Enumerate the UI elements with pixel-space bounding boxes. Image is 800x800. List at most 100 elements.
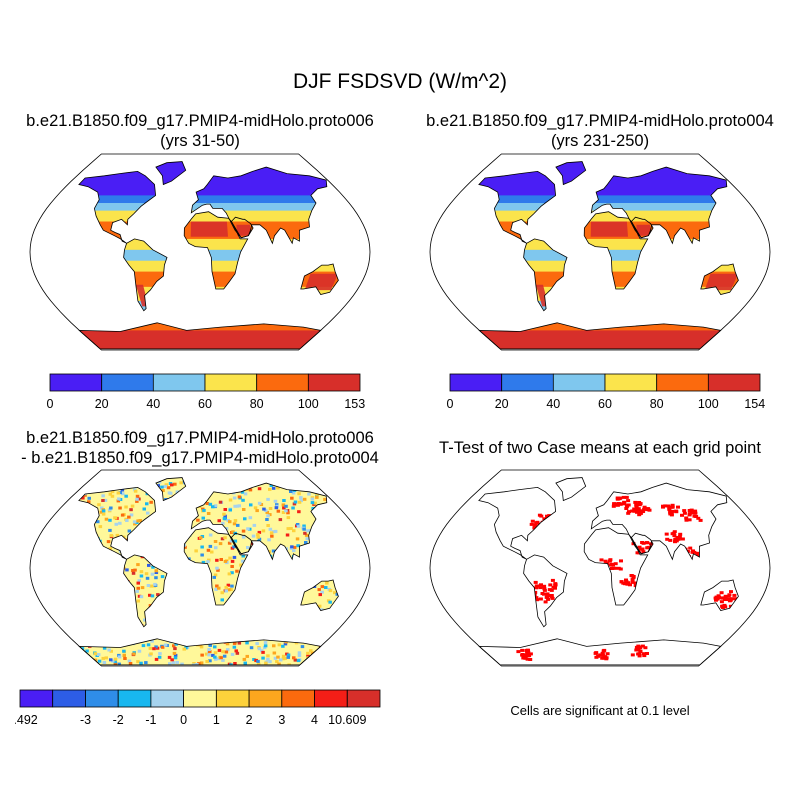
coastline-arabia	[230, 532, 254, 555]
coastline-arabia	[630, 216, 654, 239]
coastline-arabia	[630, 532, 654, 555]
colorbar-tick-label: 0	[47, 397, 54, 411]
zone-band	[78, 161, 339, 196]
coastline-africa	[583, 527, 649, 606]
colorbar-swatch	[52, 689, 86, 708]
coastline-eurasia	[590, 166, 728, 245]
colorbar-swatch	[552, 373, 606, 392]
coastline-antarctica	[478, 322, 722, 350]
coastline-antarctica	[78, 322, 322, 350]
zone-band	[78, 195, 339, 204]
colorbar-swatch	[281, 689, 315, 708]
zone-band	[78, 210, 339, 223]
panel-3-title: b.e21.B1850.f09_g17.PMIP4-midHolo.proto0…	[10, 428, 390, 468]
colorbar-swatch	[346, 689, 381, 708]
colorbar-swatch	[501, 373, 554, 392]
panel-3-title-line2: - b.e21.B1850.f09_g17.PMIP4-midHolo.prot…	[21, 449, 379, 467]
colorbar-swatch	[183, 689, 217, 708]
coastline-samerica	[123, 554, 168, 628]
colorbar-tick-label: 80	[250, 397, 264, 411]
panel-3-colorbar: -9.492 -3 -2 -1 0 1 2 3 4 10.609	[15, 689, 381, 727]
globe-outline	[429, 153, 771, 351]
coastline-australia	[300, 579, 339, 611]
colorbar-tick-label: 153.4	[344, 397, 365, 411]
colorbar-tick-label: -3	[80, 713, 91, 727]
coastline-eurasia	[190, 482, 328, 561]
coastline-antarctica	[478, 638, 722, 666]
colorbar-swatch	[707, 373, 761, 392]
coastline-namerica	[78, 486, 157, 560]
panel-2-title-line2: (yrs 231-250)	[550, 132, 650, 150]
colorbar-tick-label: 1	[213, 713, 220, 727]
map-fill	[78, 477, 339, 665]
colorbar-tick-label: 100	[698, 397, 719, 411]
zone-accent	[590, 221, 628, 237]
colorbar-tick-label: 40	[146, 397, 160, 411]
colorbar-swatch	[449, 373, 503, 392]
colorbar-tick-label: 20	[495, 397, 509, 411]
colorbar-swatch	[101, 373, 154, 392]
colorbar-tick-label: 40	[546, 397, 560, 411]
panel-2-title-line1: b.e21.B1850.f09_g17.PMIP4-midHolo.proto0…	[426, 112, 774, 130]
coastline-namerica	[478, 170, 557, 244]
zone-accent	[304, 273, 339, 291]
zone-band	[478, 195, 739, 204]
coastline-australia	[300, 263, 339, 295]
colorbar-swatch	[307, 373, 361, 392]
colorbar-tick-label: 20	[95, 397, 109, 411]
colorbar-swatch	[248, 689, 283, 708]
colorbar-tick-label: -1	[145, 713, 156, 727]
zone-band	[478, 330, 739, 349]
colorbar-tick-label: 100	[298, 397, 319, 411]
zone-accent	[190, 221, 228, 237]
zone-band	[478, 210, 739, 223]
panel-2-colorbar: 0 20 40 60 80 100 154.2	[447, 373, 765, 411]
colorbar-tick-label: -2	[113, 713, 124, 727]
panel-1-title: b.e21.B1850.f09_g17.PMIP4-midHolo.proto0…	[10, 111, 390, 151]
panel-4-title: T-Test of two Case means at each grid po…	[410, 438, 790, 458]
figure-title: DJF FSDSVD (W/m^2)	[292, 70, 507, 93]
panel-3-title-line1: b.e21.B1850.f09_g17.PMIP4-midHolo.proto0…	[26, 429, 374, 447]
colorbar-tick-label: 80	[650, 397, 664, 411]
zone-band	[478, 301, 739, 318]
coastline-greenland	[555, 161, 587, 186]
colorbar-swatch	[215, 689, 250, 708]
colorbar-tick-label: 60	[198, 397, 212, 411]
globe-outline	[29, 469, 371, 667]
zone-band	[478, 238, 739, 251]
colorbar-tick-label: 0	[180, 713, 187, 727]
colorbar-swatch	[152, 373, 206, 392]
panel-1-title-line2: (yrs 31-50)	[160, 132, 240, 150]
colorbar-tick-label: 2	[246, 713, 253, 727]
colorbar-tick-label: -9.492	[15, 713, 38, 727]
colorbar-swatch	[314, 689, 348, 708]
zone-accent	[636, 224, 652, 236]
zone-accent	[236, 224, 252, 236]
globe-outline	[29, 153, 371, 351]
colorbar-swatch	[85, 689, 119, 708]
coastline-greenland	[155, 477, 187, 502]
panel-3-map	[29, 469, 371, 667]
globe-outline	[429, 469, 771, 667]
colorbar-swatch	[19, 689, 54, 708]
coastline-namerica	[78, 170, 157, 244]
zone-band	[478, 249, 739, 262]
coastline-arabia	[230, 216, 254, 239]
coastline-eurasia	[190, 166, 328, 245]
coastline-africa	[183, 527, 249, 606]
coastline-africa	[583, 211, 649, 290]
zone-accent	[704, 273, 739, 291]
anomaly-speckle	[78, 478, 339, 665]
colorbar-swatch	[204, 373, 258, 392]
coastline-samerica	[523, 238, 568, 312]
coastline-greenland	[555, 477, 587, 502]
coastline-greenland	[155, 161, 187, 186]
zone-band	[78, 238, 339, 251]
colorbar-tick-label: 4	[311, 713, 318, 727]
panel-1-title-line1: b.e21.B1850.f09_g17.PMIP4-midHolo.proto0…	[26, 112, 374, 130]
significant-cells	[516, 495, 739, 661]
zone-band	[78, 330, 339, 349]
coastline-eurasia	[590, 482, 728, 561]
coastline-samerica	[123, 238, 168, 312]
panel-4-title-line1: T-Test of two Case means at each grid po…	[439, 439, 761, 457]
